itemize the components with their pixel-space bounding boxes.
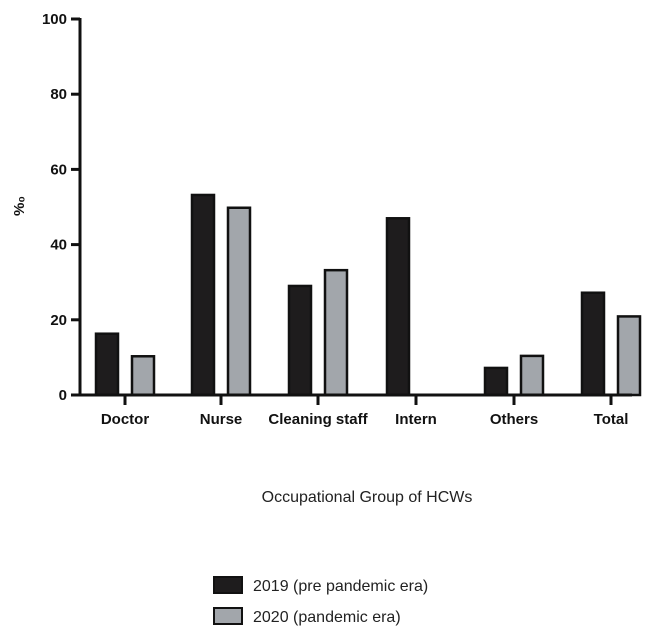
bar-nurse-2019: [190, 193, 216, 397]
legend: 2019 (pre pandemic era) 2020 (pandemic e…: [213, 576, 428, 626]
bar-total-2020: [616, 315, 642, 397]
y-tick-label: 40: [50, 237, 67, 254]
y-axis-label: %₀: [11, 196, 28, 216]
bar-total-2019: [580, 291, 606, 397]
axes: [71, 17, 632, 405]
bar-others-2020: [519, 354, 545, 397]
x-tick-label-nurse: Nurse: [200, 411, 243, 428]
y-tick-label: 0: [59, 387, 67, 404]
x-tick-label-others: Others: [490, 411, 538, 428]
y-tick-label: 80: [50, 86, 67, 103]
legend-label-2020: 2020 (pandemic era): [253, 609, 401, 626]
bar-cleaning-staff-2020: [323, 268, 349, 397]
legend-swatch-2020: [213, 607, 243, 625]
y-tick-label: 60: [50, 161, 67, 178]
legend-label-2019: 2019 (pre pandemic era): [253, 578, 428, 595]
bar-nurse-2020: [226, 206, 252, 397]
bar-others-2019: [483, 366, 509, 397]
y-tick-label: 100: [42, 11, 67, 28]
legend-item-2019: 2019 (pre pandemic era): [213, 576, 428, 595]
y-tick-labels: 0 20 40 60 80 100: [42, 11, 67, 404]
x-tick-labels: Doctor Nurse Cleaning staff Intern Others Tot…: [101, 411, 629, 428]
x-tick-label-doctor: Doctor: [101, 411, 149, 428]
x-tick-label-total: Total: [594, 411, 629, 428]
bars-layer: [94, 193, 642, 397]
legend-item-2020: 2020 (pandemic era): [213, 607, 401, 626]
x-tick-label-cleaning-staff: Cleaning staff: [268, 411, 368, 428]
bar-intern-2019: [385, 217, 411, 397]
x-tick-label-intern: Intern: [395, 411, 437, 428]
bar-doctor-2020: [130, 355, 156, 397]
bar-cleaning-staff-2019: [287, 284, 313, 397]
x-axis-label: Occupational Group of HCWs: [262, 489, 473, 506]
bar-doctor-2019: [94, 332, 120, 397]
y-tick-label: 20: [50, 312, 67, 329]
legend-swatch-2019: [213, 576, 243, 594]
